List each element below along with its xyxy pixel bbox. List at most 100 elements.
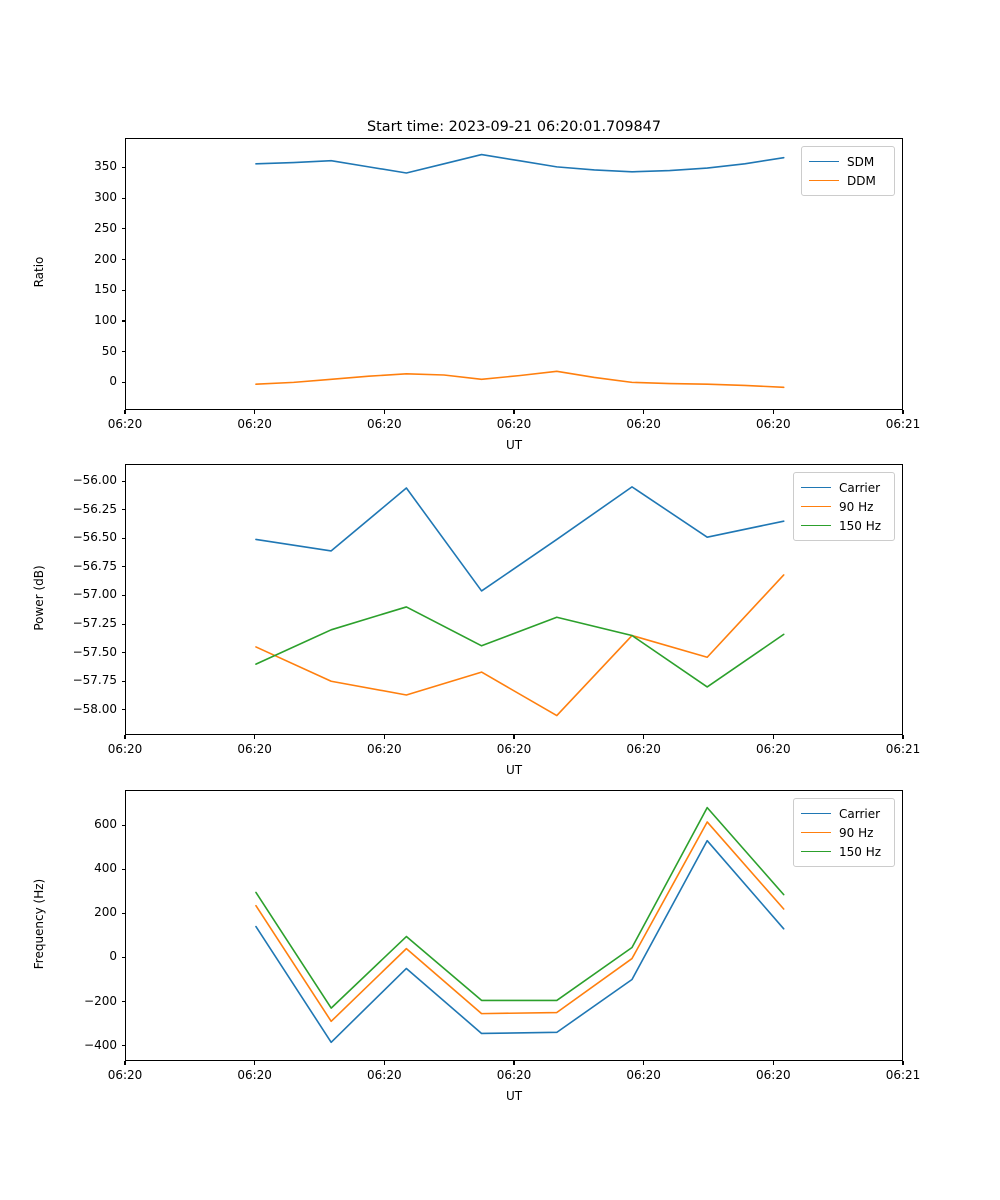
ytick-label: −400 <box>84 1037 117 1052</box>
xtick-label: 06:21 <box>885 742 921 756</box>
ytick-label: −57.25 <box>72 616 117 631</box>
legend-entry[interactable]: 150 Hz <box>801 516 887 535</box>
xtick-label: 06:21 <box>885 417 921 431</box>
ytick-label: −58.00 <box>72 701 117 716</box>
xtick-label: 06:20 <box>756 417 791 431</box>
xtick-mark <box>383 735 385 739</box>
ytick-mark <box>121 1045 125 1047</box>
xtick-label: 06:20 <box>367 1068 402 1082</box>
xtick-label: 06:20 <box>626 417 661 431</box>
legend-swatch-icon <box>801 832 831 833</box>
xtick-mark <box>383 410 385 414</box>
legend-entry[interactable]: 150 Hz <box>801 842 887 861</box>
ytick-mark <box>121 197 125 199</box>
ytick-mark <box>121 228 125 230</box>
xtick-label: 06:20 <box>367 417 402 431</box>
ytick-mark <box>121 351 125 353</box>
ytick-mark <box>121 566 125 568</box>
xtick-label: 06:20 <box>367 742 402 756</box>
legend-swatch-icon <box>809 180 839 181</box>
ytick-label: −56.50 <box>72 530 117 545</box>
legend-swatch-icon <box>801 525 831 526</box>
legend-power: Carrier 90 Hz 150 Hz <box>793 472 895 541</box>
xtick-label: 06:20 <box>237 417 272 431</box>
axes-frame-frequency <box>125 790 903 1061</box>
ytick-label: 600 <box>94 817 117 832</box>
ytick-mark <box>121 709 125 711</box>
ytick-label: 350 <box>94 159 117 174</box>
ytick-label: 200 <box>94 251 117 266</box>
xtick-mark <box>772 735 774 739</box>
series-sdm <box>255 153 785 174</box>
xtick-label: 06:20 <box>626 742 661 756</box>
ytick-mark <box>121 623 125 625</box>
ytick-mark <box>121 956 125 958</box>
ytick-label: 200 <box>94 905 117 920</box>
legend-entry[interactable]: Carrier <box>801 804 887 823</box>
xtick-label: 06:20 <box>237 1068 272 1082</box>
ytick-label: −56.00 <box>72 473 117 488</box>
legend-label: 90 Hz <box>839 499 874 514</box>
ytick-label: −56.75 <box>72 558 117 573</box>
legend-label: DDM <box>847 173 876 188</box>
ytick-mark <box>121 680 125 682</box>
xaxis-label-power: UT <box>505 763 523 777</box>
xtick-mark <box>513 735 515 739</box>
xtick-mark <box>902 735 904 739</box>
xaxis-label-ratio: UT <box>505 438 523 452</box>
legend-ratio: SDM DDM <box>801 146 895 196</box>
xtick-label: 06:20 <box>107 1068 143 1082</box>
legend-entry[interactable]: SDM <box>809 152 887 171</box>
xtick-mark <box>902 410 904 414</box>
legend-frequency: Carrier 90 Hz 150 Hz <box>793 798 895 867</box>
ytick-label: −57.50 <box>72 644 117 659</box>
xtick-label: 06:20 <box>756 742 791 756</box>
ytick-mark <box>121 289 125 291</box>
xtick-label: 06:20 <box>496 742 532 756</box>
ytick-mark <box>121 912 125 914</box>
ytick-mark <box>121 480 125 482</box>
legend-entry[interactable]: Carrier <box>801 478 887 497</box>
xtick-label: 06:20 <box>756 1068 791 1082</box>
ytick-mark <box>121 509 125 511</box>
ytick-mark <box>121 868 125 870</box>
ytick-mark <box>121 652 125 654</box>
xtick-label: 06:20 <box>237 742 272 756</box>
legend-entry[interactable]: 90 Hz <box>801 823 887 842</box>
ytick-mark <box>121 824 125 826</box>
legend-swatch-icon <box>801 813 831 814</box>
ytick-label: −57.00 <box>72 587 117 602</box>
series-carrier <box>255 486 785 592</box>
ytick-label: 250 <box>94 220 117 235</box>
ytick-label: 100 <box>94 312 117 327</box>
ytick-mark <box>121 166 125 168</box>
axes-frame-power <box>125 464 903 735</box>
legend-label: Carrier <box>839 480 881 495</box>
ytick-mark <box>121 594 125 597</box>
xtick-mark <box>643 1061 645 1065</box>
xtick-label: 06:20 <box>496 417 532 431</box>
xtick-label: 06:20 <box>107 417 143 431</box>
series-carrier <box>255 839 785 1044</box>
legend-swatch-icon <box>801 506 831 507</box>
xtick-mark <box>254 1061 256 1065</box>
figure-title: Start time: 2023-09-21 06:20:01.709847 <box>366 119 661 135</box>
legend-label: Carrier <box>839 806 881 821</box>
ytick-label: −57.75 <box>72 673 117 688</box>
legend-entry[interactable]: 90 Hz <box>801 497 887 516</box>
axes-frame-ratio <box>125 138 903 410</box>
ytick-mark <box>121 537 125 539</box>
ytick-mark <box>121 1000 125 1003</box>
xtick-mark <box>124 735 126 739</box>
xtick-label: 06:21 <box>885 1068 921 1082</box>
xtick-mark <box>124 1061 126 1065</box>
xtick-label: 06:20 <box>626 1068 661 1082</box>
legend-swatch-icon <box>809 161 839 162</box>
legend-entry[interactable]: DDM <box>809 171 887 190</box>
series-150-hz <box>255 806 785 1009</box>
ytick-label: 150 <box>94 282 117 297</box>
legend-swatch-icon <box>801 487 831 488</box>
ytick-label: 300 <box>94 190 117 205</box>
